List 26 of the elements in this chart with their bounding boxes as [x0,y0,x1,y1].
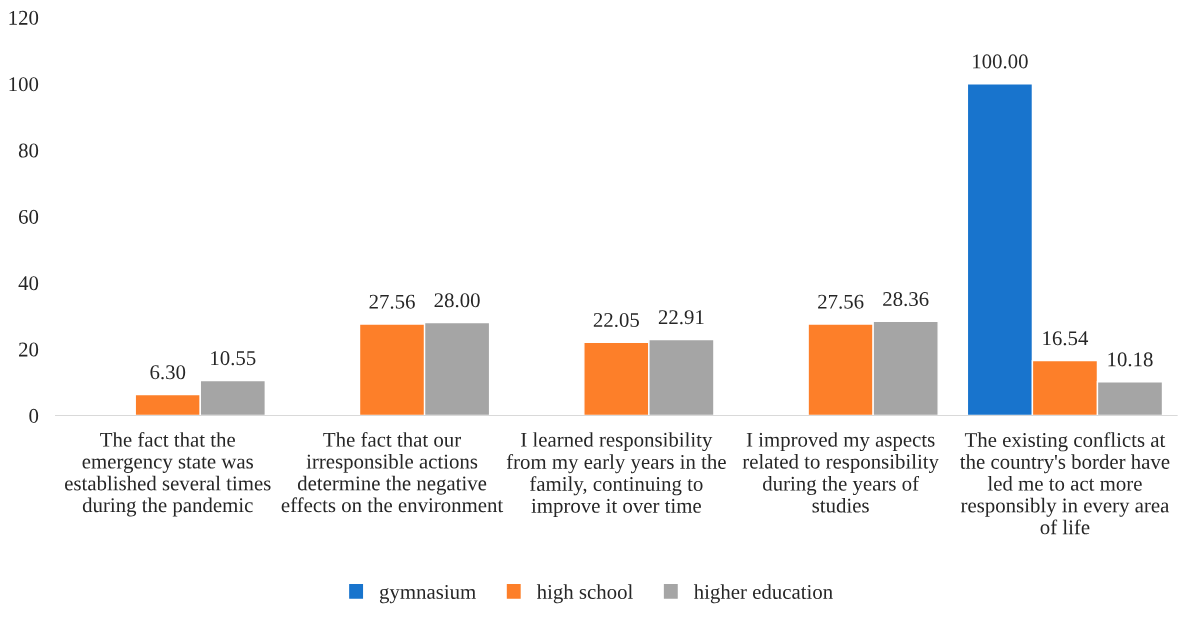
data-label: 100.00 [973,54,1028,69]
data-label: 6.30 [150,365,186,380]
x-tick-label: I learned responsibility from my early years in the family, continuing to improve it over time [506,432,726,518]
data-label: 28.36 [883,292,929,307]
x-tick-label: The existing conflicts at the country's border have led me to act more responsibly in every area of life [960,432,1170,535]
y-tick-label: 100 [9,77,39,92]
legend-label: high school [536,584,633,604]
data-label: 27.56 [369,294,415,309]
data-label: 16.54 [1043,331,1089,346]
y-tick-label: 20 [19,342,39,357]
y-tick-label: 60 [19,209,39,224]
legend-label: gymnasium [379,584,476,604]
data-label: 27.56 [818,294,864,309]
data-label: 28.00 [434,293,480,308]
x-tick-label: The fact that our irresponsible actions determine the negative effects on the environment [281,431,504,513]
x-tick-label: The fact that the emergency state was established several times during the pandemic [65,431,271,517]
y-tick-label: 80 [18,143,39,158]
y-tick-label: 0 [29,408,39,423]
y-tick-label: 120 [9,10,39,25]
y-tick-label: 40 [18,276,39,291]
data-label: 10.18 [1108,352,1153,367]
x-tick-label: I improved my aspects related to responsibility during the years of studies [742,432,939,513]
data-label: 10.55 [211,351,256,366]
data-label: 22.91 [658,310,704,325]
data-label: 22.05 [593,312,639,328]
legend-label: higher education [693,584,833,604]
